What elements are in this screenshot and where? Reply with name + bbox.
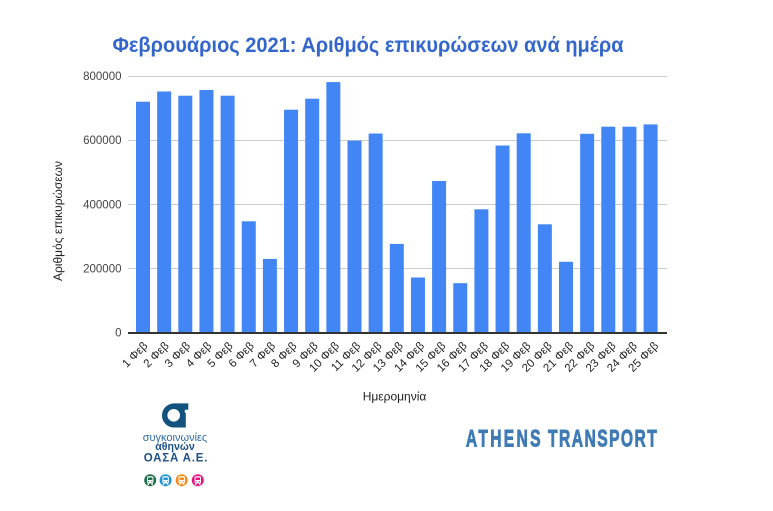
svg-text:0: 0 [115,328,121,340]
svg-text:αθηνών: αθηνών [155,441,195,453]
svg-text:Αριθμός επικυρώσεων: Αριθμός επικυρώσεων [51,161,65,281]
svg-text:600000: 600000 [83,135,121,147]
svg-text:400000: 400000 [83,199,121,211]
svg-text:800000: 800000 [83,71,121,83]
svg-text:συγκοινωνίες: συγκοινωνίες [143,432,207,444]
svg-text:TRANSPORT: TRANSPORT [548,426,657,452]
svg-text:200000: 200000 [83,263,121,275]
svg-text:Ημερομηνία: Ημερομηνία [363,390,427,404]
svg-text:Φεβρουάριος 2021: Αριθμός επικ: Φεβρουάριος 2021: Αριθμός επικυρώσεων αν… [113,34,624,57]
svg-text:ΟΑΣΑ Α.Ε.: ΟΑΣΑ Α.Ε. [144,453,208,465]
